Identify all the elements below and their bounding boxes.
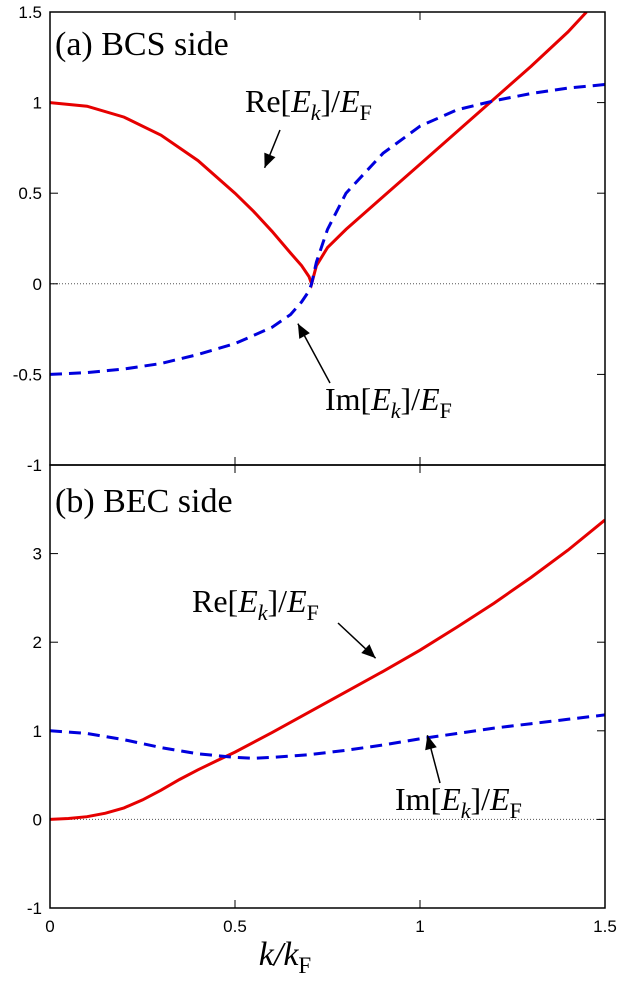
x-tick-label: 0.5 [223,917,247,936]
y-tick-label: 1 [33,722,42,741]
x-tick-label: 1.5 [593,917,617,936]
panel-a-bcs-side: -1 -0.5 0 0.5 1 1.5 (a) BCS side Re[Ek]/EF Im[Ek… [13,3,606,475]
annotation-label: Re[Ek]/EF [192,583,319,625]
annotation-arrowhead [297,323,310,339]
y-tick-label: -1 [27,899,42,918]
x-tick-label: 0 [45,917,54,936]
y-tick-label: 3 [33,545,42,564]
x-axis-label: k/kF [259,936,311,978]
annotation-label: Re[Ek]/EF [245,83,372,125]
annotation-arrowhead [361,644,376,659]
y-tick-label: -1 [27,456,42,475]
series-im-line [50,713,605,760]
plot-frame [49,464,606,909]
panel-title: (b) BEC side [55,483,233,520]
x-tick-label: 1 [415,917,424,936]
y-tick-label: 0 [33,275,42,294]
y-tick-label: 1 [33,94,42,113]
y-tick-label: 2 [33,633,42,652]
y-tick-label: -0.5 [13,365,42,384]
panel-title: (a) BCS side [55,26,229,63]
annotation-arrowhead [264,152,276,168]
annotation-label: Im[Ek]/EF [325,381,452,423]
annotation-arrowhead [425,735,437,751]
series-re-line [50,12,588,289]
series-re-line [50,518,605,821]
y-tick-label: 0 [33,810,42,829]
y-tick-label: 0.5 [18,184,42,203]
annotation-label: Im[Ek]/EF [395,781,522,823]
y-tick-label: 1.5 [18,3,42,22]
series-im-line [50,83,605,376]
x-axis-label-text: k/kF [259,936,311,978]
